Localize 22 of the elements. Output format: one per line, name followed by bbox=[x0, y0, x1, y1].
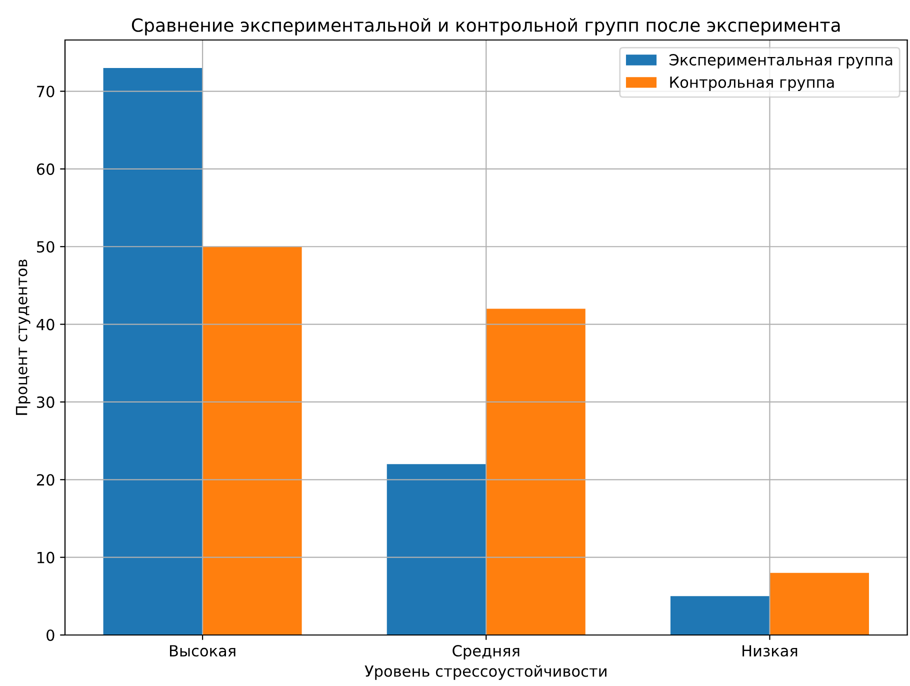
x-tick-label: Высокая bbox=[170, 645, 236, 657]
x-axis-title: Уровень стрессоустойчивости bbox=[364, 665, 606, 680]
legend-label: Контрольная группа bbox=[670, 76, 834, 91]
bar bbox=[202, 246, 302, 635]
y-tick-label: 40 bbox=[36, 318, 54, 330]
y-tick-label: 20 bbox=[36, 474, 54, 486]
bar bbox=[770, 572, 869, 635]
y-tick-label: 0 bbox=[46, 629, 54, 642]
bar bbox=[486, 308, 586, 635]
y-tick-label: 30 bbox=[37, 396, 54, 408]
y-tick-label: 10 bbox=[38, 552, 54, 564]
x-tick-label: Средняя bbox=[452, 644, 520, 660]
y-tick-label: 70 bbox=[37, 86, 54, 98]
y-axis-title: Процент студентов bbox=[16, 260, 30, 415]
y-tick-label: 60 bbox=[36, 163, 54, 175]
bar bbox=[103, 68, 203, 635]
y-tick-label: 50 bbox=[37, 241, 54, 253]
chart-title: Сравнение экспериментальной и контрольной групп после эксперимента bbox=[132, 18, 840, 36]
x-tick-label: Низкая bbox=[742, 645, 798, 657]
legend-label: Экспериментальная группа bbox=[670, 54, 892, 69]
bar bbox=[386, 464, 486, 635]
bar bbox=[670, 596, 770, 635]
